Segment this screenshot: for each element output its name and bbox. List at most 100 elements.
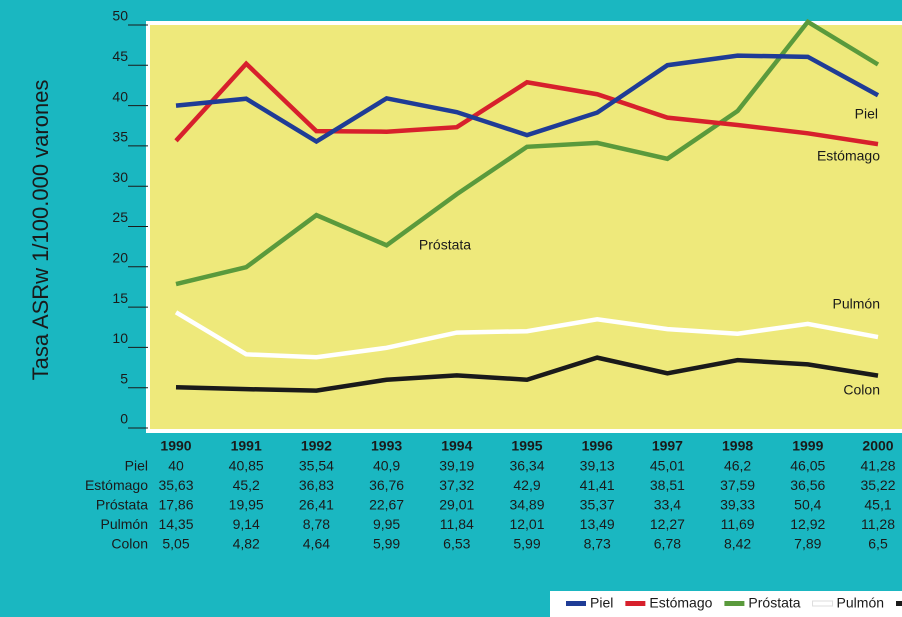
table-cell: 40,85 <box>229 458 264 474</box>
table-cell: 12,92 <box>790 516 825 532</box>
y-tick-label: 5 <box>120 370 128 386</box>
y-tick-label: 15 <box>112 290 128 306</box>
table-cell: 11,69 <box>721 516 755 532</box>
table-cell: 13,49 <box>580 516 615 532</box>
table-cell: 14,35 <box>158 516 193 532</box>
table-cell: 8,42 <box>724 536 751 552</box>
y-tick-label: 40 <box>112 88 128 104</box>
y-tick-label: 50 <box>112 8 128 24</box>
table-cell: 41,28 <box>860 458 895 474</box>
line-label: Próstata <box>419 237 471 253</box>
table-cell: 7,89 <box>794 536 821 552</box>
y-axis-label: Tasa ASRw 1/100.000 varones <box>28 80 53 381</box>
legend-label: Próstata <box>748 595 800 611</box>
table-cell: 46,2 <box>724 458 751 474</box>
legend-label: Estómago <box>649 595 712 611</box>
table-cell: 11,84 <box>440 516 474 532</box>
x-tick-label: 1995 <box>511 438 542 454</box>
x-tick-label: 1990 <box>160 438 191 454</box>
x-tick-label: 2000 <box>862 438 893 454</box>
line-label: Pulmón <box>833 296 880 312</box>
series-line <box>175 18 880 287</box>
x-tick-label: 1991 <box>231 438 262 454</box>
table-cell: 38,51 <box>650 477 685 493</box>
table-cell: 6,5 <box>868 536 888 552</box>
table-cell: 35,54 <box>299 458 334 474</box>
table-cell: 35,37 <box>580 497 615 513</box>
legend-swatch <box>896 601 902 606</box>
table-cell: 9,14 <box>233 516 260 532</box>
line-label: Estómago <box>817 148 880 164</box>
table-row-label: Próstata <box>96 497 148 513</box>
table-cell: 17,86 <box>158 497 193 513</box>
legend-label: Pulmón <box>837 595 884 611</box>
table-cell: 42,9 <box>513 477 540 493</box>
table-cell: 12,27 <box>650 516 685 532</box>
line-label: Colon <box>843 382 880 398</box>
legend-swatch <box>566 601 586 606</box>
x-tick-label: 1998 <box>722 438 753 454</box>
series-line <box>174 310 879 360</box>
x-tick-label: 1999 <box>792 438 823 454</box>
table-row-label: Pulmón <box>101 516 148 532</box>
table-cell: 40 <box>168 458 184 474</box>
table-cell: 4,82 <box>233 536 260 552</box>
table-cell: 45,1 <box>864 497 891 513</box>
table-cell: 36,56 <box>790 477 825 493</box>
legend-swatch <box>724 601 745 606</box>
table-cell: 4,64 <box>303 536 330 552</box>
legend-label: Piel <box>590 595 613 611</box>
table-cell: 46,05 <box>790 458 825 474</box>
table-cell: 8,78 <box>303 516 330 532</box>
table-cell: 41,41 <box>580 477 615 493</box>
table-cell: 9,95 <box>373 516 400 532</box>
table-cell: 39,19 <box>439 458 474 474</box>
table-cell: 36,76 <box>369 477 404 493</box>
series-line <box>175 53 880 145</box>
table-cell: 39,13 <box>580 458 615 474</box>
table-cell: 26,41 <box>299 497 334 513</box>
table-cell: 37,59 <box>720 477 755 493</box>
table-cell: 6,78 <box>654 536 681 552</box>
legend-swatch <box>625 601 646 606</box>
table-cell: 12,01 <box>509 516 544 532</box>
table-cell: 6,53 <box>443 536 470 552</box>
legend-swatch <box>812 600 834 607</box>
y-tick-label: 45 <box>112 48 128 64</box>
line-label: Piel <box>855 106 878 122</box>
x-tick-label: 1997 <box>652 438 683 454</box>
table-cell: 34,89 <box>509 497 544 513</box>
table-cell: 19,95 <box>229 497 264 513</box>
table-cell: 33,4 <box>654 497 681 513</box>
series-line <box>174 60 879 147</box>
table-cell: 40,9 <box>373 458 400 474</box>
table-cell: 35,63 <box>158 477 193 493</box>
table-cell: 5,99 <box>373 536 400 552</box>
x-tick-label: 1996 <box>582 438 613 454</box>
table-row-label: Piel <box>125 458 148 474</box>
table-cell: 36,83 <box>299 477 334 493</box>
y-tick-label: 0 <box>120 411 128 427</box>
y-tick-label: 35 <box>112 129 128 145</box>
series-line <box>175 355 879 393</box>
x-tick-label: 1992 <box>301 438 332 454</box>
x-tick-label: 1993 <box>371 438 402 454</box>
table-cell: 11,28 <box>861 516 895 532</box>
table-cell: 5,99 <box>513 536 540 552</box>
table-cell: 8,73 <box>584 536 611 552</box>
y-tick-label: 10 <box>112 330 128 346</box>
table-cell: 5,05 <box>162 536 189 552</box>
table-cell: 35,22 <box>860 477 895 493</box>
table-cell: 45,01 <box>650 458 685 474</box>
table-cell: 36,34 <box>509 458 544 474</box>
table-cell: 37,32 <box>439 477 474 493</box>
y-tick-label: 25 <box>112 209 128 225</box>
y-tick-label: 20 <box>112 250 128 266</box>
table-row-label: Colon <box>111 536 148 552</box>
y-tick-label: 30 <box>112 169 128 185</box>
table-row-label: Estómago <box>85 477 148 493</box>
x-tick-label: 1994 <box>441 438 472 454</box>
table-cell: 22,67 <box>369 497 404 513</box>
table-cell: 29,01 <box>439 497 474 513</box>
